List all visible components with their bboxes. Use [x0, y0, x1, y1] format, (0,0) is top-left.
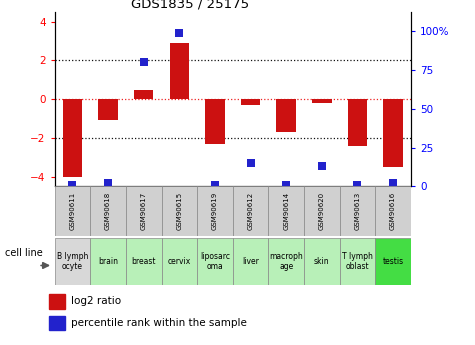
Point [282, 182, 290, 188]
Bar [205, 99, 225, 144]
Title: GDS1835 / 25175: GDS1835 / 25175 [131, 0, 249, 11]
Point [68, 182, 76, 188]
Text: skin: skin [314, 257, 330, 266]
Text: GSM90612: GSM90612 [247, 192, 254, 230]
Point [247, 160, 255, 166]
Text: B lymph
ocyte: B lymph ocyte [57, 252, 88, 271]
Bar [312, 99, 332, 103]
Bar [233, 238, 268, 285]
Text: GSM90611: GSM90611 [69, 192, 76, 230]
Bar [90, 238, 126, 285]
Point [390, 180, 397, 186]
Text: macroph
age: macroph age [269, 252, 303, 271]
Bar [304, 186, 340, 236]
Text: cervix: cervix [168, 257, 191, 266]
Bar [197, 186, 233, 236]
Point [140, 60, 147, 65]
Bar [98, 99, 118, 120]
Bar [63, 99, 82, 177]
Point [176, 30, 183, 36]
Bar [126, 238, 162, 285]
Text: GSM90617: GSM90617 [141, 192, 147, 230]
Text: GSM90618: GSM90618 [105, 192, 111, 230]
Bar [375, 238, 411, 285]
Bar [170, 43, 189, 99]
Bar [197, 238, 233, 285]
Text: testis: testis [382, 257, 404, 266]
Bar [126, 186, 162, 236]
Text: liver: liver [242, 257, 259, 266]
Bar [268, 238, 304, 285]
Bar [134, 89, 153, 99]
Bar [55, 238, 90, 285]
Bar [90, 186, 126, 236]
Text: T lymph
oblast: T lymph oblast [342, 252, 373, 271]
Bar [49, 294, 65, 309]
Text: percentile rank within the sample: percentile rank within the sample [71, 318, 247, 328]
Point [104, 180, 112, 186]
Text: GSM90616: GSM90616 [390, 192, 396, 230]
Bar [268, 186, 304, 236]
Point [353, 182, 361, 188]
Text: GSM90615: GSM90615 [176, 192, 182, 230]
Bar [375, 186, 411, 236]
Text: breast: breast [132, 257, 156, 266]
Bar [241, 99, 260, 105]
Text: log2 ratio: log2 ratio [71, 296, 121, 306]
Bar [340, 238, 375, 285]
Bar [340, 186, 375, 236]
Bar [55, 186, 90, 236]
Bar [49, 316, 65, 330]
Text: brain: brain [98, 257, 118, 266]
Text: GSM90620: GSM90620 [319, 192, 325, 230]
Text: GSM90613: GSM90613 [354, 192, 361, 230]
Bar [162, 238, 197, 285]
Bar [233, 186, 268, 236]
Text: GSM90614: GSM90614 [283, 192, 289, 230]
Text: GSM90619: GSM90619 [212, 192, 218, 230]
Bar [304, 238, 340, 285]
Bar [162, 186, 197, 236]
Bar [276, 99, 296, 132]
Point [318, 164, 326, 169]
Bar [348, 99, 367, 146]
Text: liposarc
oma: liposarc oma [200, 252, 230, 271]
Bar [383, 99, 403, 167]
Text: cell line: cell line [5, 248, 42, 258]
Point [211, 182, 218, 188]
